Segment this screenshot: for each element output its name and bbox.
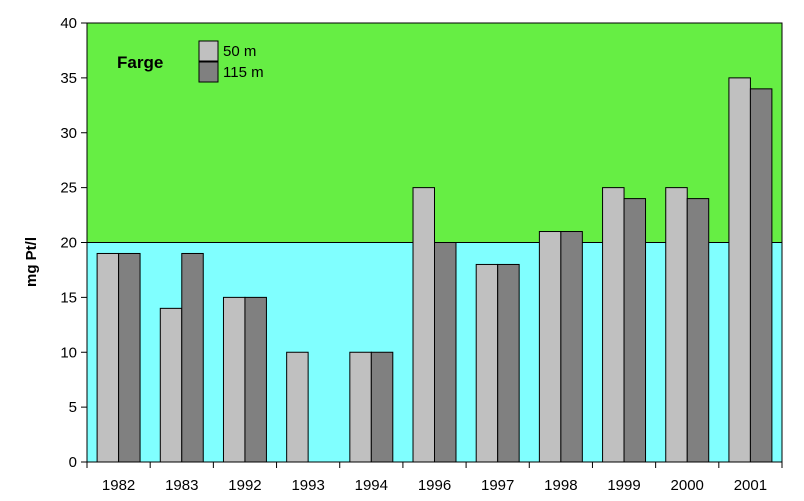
- y-tick-label: 10: [60, 344, 77, 361]
- y-tick-label: 15: [60, 289, 77, 306]
- x-tick-label: 1998: [544, 477, 577, 494]
- y-axis-label: mg Pt/l: [23, 237, 40, 287]
- bar-1993-50m: [286, 351, 309, 463]
- x-tick-label: 1996: [418, 477, 451, 494]
- x-tick-label: 1993: [291, 477, 324, 494]
- legend-label: 50 m: [223, 43, 256, 60]
- bar-2000-115m: [686, 198, 710, 463]
- bar-2001-115m: [749, 88, 773, 463]
- bar-1983-50m: [159, 307, 183, 463]
- y-tick-labels: 0 5 10 15 20 25 30 35 40: [60, 15, 77, 471]
- bar-1994-50m: [349, 351, 372, 463]
- x-tick-label: 1999: [607, 477, 640, 494]
- bar-1992-50m: [222, 296, 246, 463]
- x-tick-label: 1997: [481, 477, 514, 494]
- bar-1998-50m: [538, 231, 562, 463]
- y-tick-label: 0: [69, 454, 77, 471]
- bar-1997-115m: [497, 263, 520, 463]
- bar-1983-115m: [181, 252, 204, 463]
- legend-swatch-50m: [198, 40, 219, 62]
- bar-1992-115m: [244, 296, 267, 463]
- bar-1982-50m: [96, 252, 120, 463]
- bar-1994-115m: [370, 351, 394, 463]
- bar-1999-115m: [623, 198, 647, 463]
- bar-1997-50m: [475, 263, 499, 463]
- y-tick-label: 35: [60, 70, 77, 87]
- bar-1996-115m: [434, 242, 457, 463]
- y-tick-label: 30: [60, 125, 77, 142]
- legend: Farge 50 m 115 m: [117, 40, 264, 83]
- y-tick-label: 5: [69, 399, 77, 416]
- legend-title: Farge: [117, 53, 163, 72]
- legend-label: 115 m: [223, 64, 264, 81]
- y-tick-label: 40: [60, 15, 77, 32]
- x-tick-label: 1983: [165, 477, 198, 494]
- legend-swatch-115m: [198, 61, 219, 83]
- y-tick-label: 20: [60, 235, 77, 252]
- bar-2000-50m: [665, 187, 688, 463]
- bar-1996-50m: [412, 187, 436, 463]
- y-tick-label: 25: [60, 180, 77, 197]
- x-tick-label: 2001: [734, 477, 767, 494]
- axes: [81, 22, 783, 468]
- bar-1999-50m: [602, 187, 625, 463]
- x-tick-label: 1992: [228, 477, 261, 494]
- x-tick-label: 1994: [355, 477, 388, 494]
- x-tick-label: 2000: [671, 477, 704, 494]
- bar-1998-115m: [560, 231, 583, 463]
- x-tick-label: 1982: [102, 477, 135, 494]
- bar-2001-50m: [728, 77, 751, 463]
- bar-1982-115m: [118, 252, 141, 463]
- x-tick-labels: 1982 1983 1992 1993 1994 1996 1997 1998 1999 2000…: [102, 477, 767, 494]
- bars: [96, 77, 773, 463]
